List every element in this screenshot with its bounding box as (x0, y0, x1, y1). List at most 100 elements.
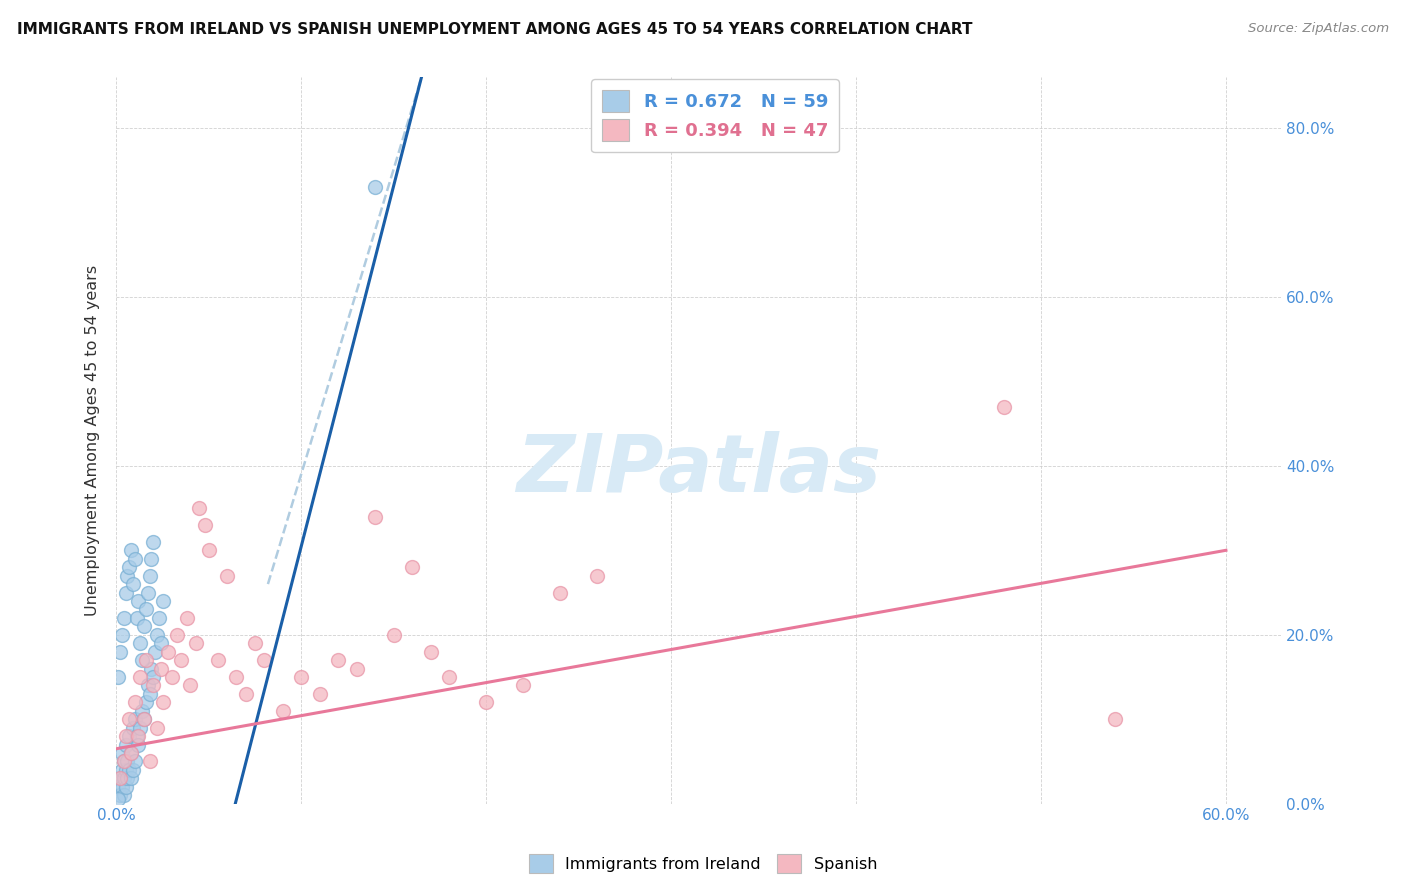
Point (120, 746, 142, 760)
Point (138, 755, 160, 769)
Point (124, 755, 146, 769)
Point (122, 721, 145, 735)
Legend: Immigrants from Ireland, Spanish: Immigrants from Ireland, Spanish (522, 847, 884, 880)
Point (142, 678, 165, 692)
Point (217, 568, 239, 582)
Point (120, 543, 142, 558)
Point (107, 780, 129, 794)
Point (138, 568, 160, 582)
Point (271, 704, 294, 718)
Point (149, 636, 172, 650)
Point (138, 687, 160, 701)
Point (382, 628, 405, 642)
Point (346, 661, 368, 675)
Point (107, 670, 129, 684)
Point (111, 628, 134, 642)
Point (124, 551, 146, 566)
Point (108, 645, 131, 659)
Text: ZIPatlas: ZIPatlas (516, 431, 882, 508)
Point (364, 509, 387, 524)
Point (194, 518, 217, 533)
Point (108, 772, 131, 786)
Point (118, 729, 141, 743)
Point (437, 670, 460, 684)
Point (207, 653, 229, 667)
Point (401, 560, 423, 574)
Point (548, 585, 571, 599)
Point (112, 755, 135, 769)
Point (146, 721, 169, 735)
Point (111, 780, 134, 794)
Point (129, 636, 152, 650)
Point (225, 670, 247, 684)
Point (120, 746, 142, 760)
Point (127, 729, 149, 743)
Point (152, 594, 174, 608)
Point (118, 712, 141, 726)
Point (143, 645, 166, 659)
Point (125, 729, 148, 743)
Point (188, 501, 211, 516)
Point (328, 653, 350, 667)
Point (132, 619, 155, 633)
Point (111, 763, 134, 777)
Point (131, 653, 153, 667)
Point (132, 712, 155, 726)
Point (114, 763, 136, 777)
Point (124, 712, 146, 726)
Point (118, 560, 141, 574)
Point (117, 568, 139, 582)
Point (142, 534, 165, 549)
Point (108, 772, 131, 786)
Point (308, 687, 330, 701)
Point (586, 568, 609, 582)
Text: IMMIGRANTS FROM IRELAND VS SPANISH UNEMPLOYMENT AMONG AGES 45 TO 54 YEARS CORREL: IMMIGRANTS FROM IRELAND VS SPANISH UNEMP… (17, 22, 973, 37)
Point (149, 661, 172, 675)
Text: Source: ZipAtlas.com: Source: ZipAtlas.com (1249, 22, 1389, 36)
Point (127, 738, 149, 752)
Point (114, 585, 136, 599)
Point (141, 661, 163, 675)
Point (107, 792, 129, 806)
Point (160, 670, 183, 684)
Point (124, 695, 146, 709)
Point (142, 670, 165, 684)
Point (184, 636, 207, 650)
Point (112, 611, 135, 625)
Point (176, 611, 198, 625)
Point (125, 611, 148, 625)
Point (114, 780, 136, 794)
Point (364, 180, 387, 194)
Point (112, 772, 135, 786)
Point (127, 594, 149, 608)
Point (136, 678, 159, 692)
Y-axis label: Unemployment Among Ages 45 to 54 years: Unemployment Among Ages 45 to 54 years (86, 265, 100, 616)
Point (135, 695, 157, 709)
Point (512, 678, 534, 692)
Point (135, 653, 157, 667)
Point (120, 772, 142, 786)
Point (112, 755, 135, 769)
Point (157, 645, 180, 659)
Point (166, 628, 188, 642)
Point (131, 704, 153, 718)
Point (170, 653, 193, 667)
Point (114, 729, 136, 743)
Point (197, 543, 219, 558)
Point (475, 695, 498, 709)
Point (1104, 712, 1126, 726)
Point (108, 788, 131, 802)
Point (129, 721, 152, 735)
Point (152, 695, 174, 709)
Point (179, 678, 201, 692)
Legend: R = 0.672   N = 59, R = 0.394   N = 47: R = 0.672 N = 59, R = 0.394 N = 47 (592, 79, 839, 153)
Point (141, 551, 163, 566)
Point (112, 788, 135, 802)
Point (993, 400, 1015, 414)
Point (136, 585, 159, 599)
Point (129, 670, 152, 684)
Point (135, 602, 157, 616)
Point (117, 755, 139, 769)
Point (111, 746, 134, 760)
Point (253, 653, 276, 667)
